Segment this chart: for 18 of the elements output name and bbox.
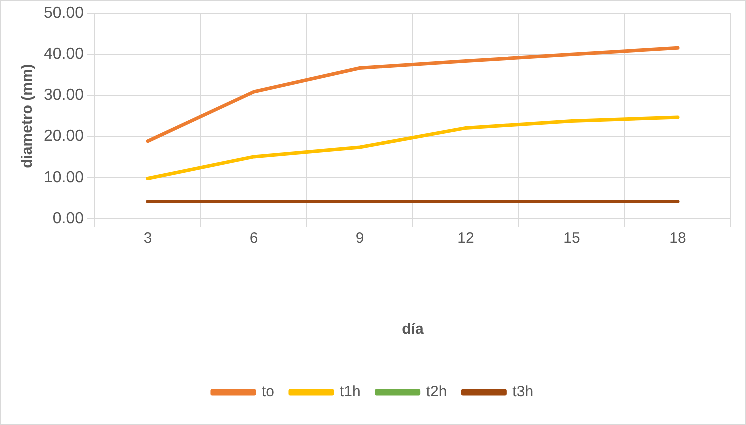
x-tick-label: 9 (356, 230, 364, 248)
legend-label: t2h (426, 384, 448, 401)
y-tick-label: 50.00 (44, 5, 84, 22)
x-tick-label: 12 (458, 230, 474, 248)
legend-label: t1h (340, 384, 361, 401)
x-tick-label: 18 (670, 230, 686, 248)
y-tick-label: 30.00 (44, 87, 84, 104)
x-tick-label: 6 (250, 230, 258, 248)
x-axis-title: día (402, 321, 425, 338)
y-axis-title: diametro (mm) (19, 64, 36, 168)
x-tick-label: 3 (144, 230, 152, 248)
legend-label: t3h (512, 384, 534, 401)
y-tick-label: 40.00 (44, 46, 84, 64)
legend-label: to (262, 384, 274, 401)
y-tick-label: 10.00 (44, 169, 84, 186)
y-tick-label: 0.00 (52, 210, 84, 228)
y-tick-label: 20.00 (44, 128, 84, 146)
x-tick-label: 15 (564, 230, 580, 248)
